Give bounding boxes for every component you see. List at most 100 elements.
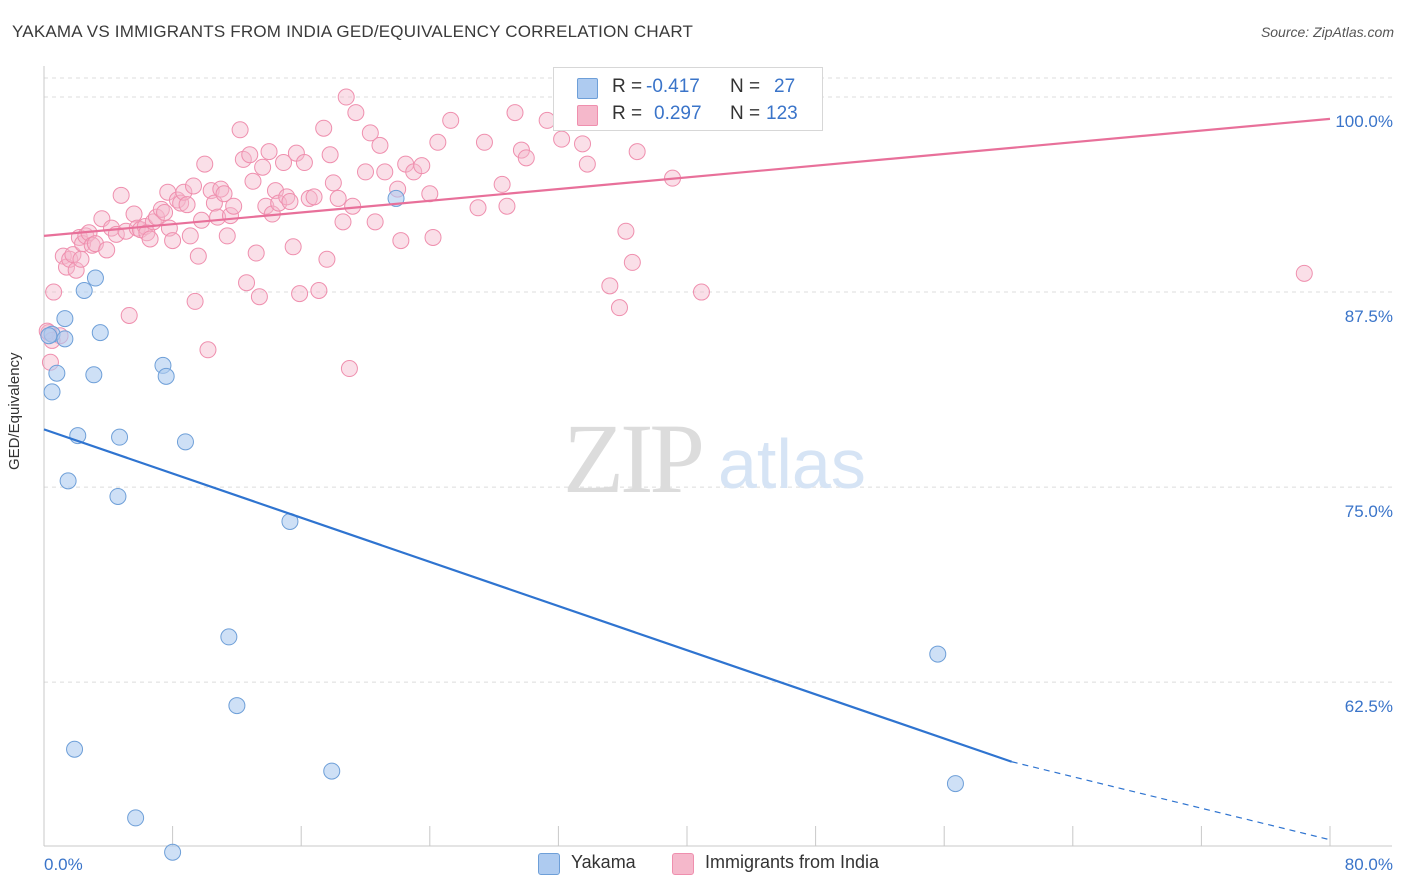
india-point <box>371 136 389 154</box>
india-point <box>315 119 333 137</box>
watermark: ZIP atlas <box>563 403 866 514</box>
india-points <box>38 88 1313 378</box>
yakama-point <box>56 330 74 348</box>
india-point <box>578 155 596 173</box>
india-point <box>517 149 535 167</box>
india-point <box>184 177 202 195</box>
yakama-point <box>48 364 66 382</box>
india-point <box>199 341 217 359</box>
yakama-point <box>85 366 103 384</box>
india-point <box>498 197 516 215</box>
grid-lines <box>44 77 1392 683</box>
yakama-n-value: 27 <box>774 76 796 97</box>
india-point <box>291 285 309 303</box>
india-trend-line <box>43 117 1331 237</box>
india-point <box>254 158 272 176</box>
india-point <box>98 241 116 259</box>
india-point <box>318 250 336 268</box>
x-tick-label: 0.0% <box>44 855 83 874</box>
india-point <box>181 227 199 245</box>
x-tick-label: 80.0% <box>1345 855 1393 874</box>
india-point <box>275 154 293 172</box>
india-point <box>574 135 592 153</box>
india-point <box>357 163 374 181</box>
chart-title: YAKAMA VS IMMIGRANTS FROM INDIA GED/EQUI… <box>12 22 694 41</box>
india-point <box>178 196 196 214</box>
india-point <box>189 247 207 265</box>
yakama-point <box>91 324 109 342</box>
yakama-points <box>40 189 964 861</box>
india-point <box>553 130 571 148</box>
n-label: N = <box>730 76 761 97</box>
yakama-point <box>929 645 947 663</box>
legend-yakama-label: Yakama <box>571 852 636 872</box>
india-point <box>152 200 170 218</box>
y-tick-label: 100.0% <box>1335 112 1393 131</box>
yakama-r-value: -0.417 <box>646 76 700 97</box>
india-point <box>120 306 138 324</box>
yakama-swatch <box>577 78 598 99</box>
yakama-point <box>176 433 194 451</box>
tick-labels: 62.5% 75.0% 87.5% 100.0% 0.0% 80.0% <box>44 112 1393 874</box>
yakama-point <box>43 383 61 401</box>
yakama-point <box>111 428 129 446</box>
india-point <box>72 250 90 268</box>
yakama-trend-extension <box>1011 761 1331 841</box>
india-point <box>241 146 259 164</box>
yakama-point <box>56 310 74 328</box>
india-point <box>601 277 619 295</box>
india-point <box>281 193 299 211</box>
india-point <box>238 274 256 292</box>
india-point <box>45 283 63 301</box>
india-point <box>295 154 313 172</box>
legend-yakama-swatch <box>538 853 560 875</box>
india-point <box>475 133 493 151</box>
india-swatch <box>577 105 598 126</box>
india-point <box>284 238 302 256</box>
yakama-point <box>86 269 104 287</box>
india-point <box>215 185 233 203</box>
india-point <box>212 180 230 198</box>
india-point <box>156 203 174 221</box>
y-tick-label: 87.5% <box>1345 307 1393 326</box>
india-point <box>337 88 355 106</box>
india-point <box>623 253 641 271</box>
yakama-point <box>323 762 341 780</box>
legend-india-label: Immigrants from India <box>705 852 880 872</box>
series-legend: Yakama Immigrants from India <box>0 850 1406 880</box>
y-axis-label: GED/Equivalency <box>6 352 23 470</box>
india-r-value: 0.297 <box>654 103 702 124</box>
yakama-point <box>157 367 175 385</box>
source-label: Source: ZipAtlas.com <box>1260 24 1394 40</box>
india-point <box>244 172 262 190</box>
r-label: R = <box>612 103 643 124</box>
r-label: R = <box>612 76 643 97</box>
india-point <box>231 121 249 139</box>
india-point <box>321 146 339 164</box>
india-point <box>225 197 243 215</box>
india-point <box>424 228 442 246</box>
india-point <box>692 283 710 301</box>
india-point <box>617 222 635 240</box>
india-point <box>429 133 447 151</box>
india-point <box>347 104 365 122</box>
india-point <box>413 157 431 175</box>
india-point <box>175 183 193 201</box>
watermark-zip: ZIP <box>563 403 701 514</box>
yakama-point <box>59 472 77 490</box>
india-point <box>250 288 268 306</box>
axes <box>43 66 1392 847</box>
india-point <box>141 230 159 248</box>
india-point <box>392 232 410 250</box>
india-point <box>334 213 352 231</box>
y-tick-label: 75.0% <box>1345 502 1393 521</box>
india-point <box>376 163 394 181</box>
stats-legend: R = -0.417 N = 27 R = 0.297 N = 123 <box>553 67 823 131</box>
india-point <box>469 199 487 217</box>
india-point <box>329 189 347 207</box>
yakama-point <box>40 327 58 345</box>
trend-lines <box>43 117 1331 841</box>
yakama-point <box>109 487 127 505</box>
india-point <box>218 227 236 245</box>
